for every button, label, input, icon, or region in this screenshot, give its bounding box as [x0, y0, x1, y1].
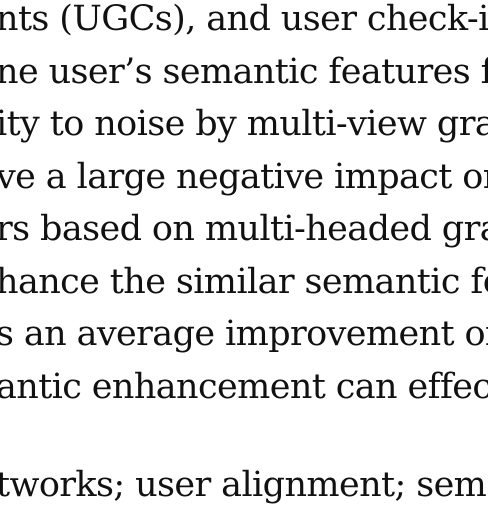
abstract-line-6: hance the similar semantic feat [0, 262, 488, 302]
keywords-line: tworks; user alignment; semant [0, 465, 488, 505]
abstract-line-5: rs based on multi-headed graph [0, 209, 488, 249]
abstract-line-2: ne user’s semantic features for t [0, 52, 488, 92]
abstract-line-8: antic enhancement can effective [0, 367, 488, 407]
abstract-line-7: s an average improvement of 6. [0, 314, 488, 354]
abstract-line-4: ve a large negative impact on th [0, 157, 488, 197]
abstract-line-3: ity to noise by multi-view graph [0, 104, 488, 144]
abstract-line-1: nts (UGCs), and user check-ins [0, 0, 488, 39]
